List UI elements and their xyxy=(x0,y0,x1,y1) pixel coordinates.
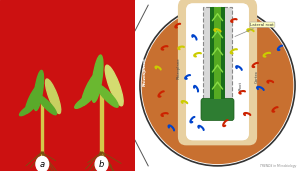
Circle shape xyxy=(36,156,49,171)
Ellipse shape xyxy=(34,70,43,110)
Text: Rhizoplane: Rhizoplane xyxy=(177,58,181,79)
Circle shape xyxy=(142,7,293,164)
Bar xyxy=(203,7,232,103)
Text: a: a xyxy=(40,160,45,169)
Bar xyxy=(210,7,225,99)
Text: Lateral root: Lateral root xyxy=(235,23,274,37)
Text: Root: Root xyxy=(238,81,243,90)
Ellipse shape xyxy=(75,93,94,108)
Ellipse shape xyxy=(46,79,61,114)
Text: Cortex: Cortex xyxy=(254,70,258,83)
Text: b: b xyxy=(99,160,104,169)
Circle shape xyxy=(95,156,108,171)
FancyBboxPatch shape xyxy=(186,3,249,140)
FancyBboxPatch shape xyxy=(186,3,249,140)
Bar xyxy=(100,89,103,157)
Circle shape xyxy=(140,5,295,166)
Bar xyxy=(41,99,43,157)
FancyBboxPatch shape xyxy=(178,0,257,145)
Ellipse shape xyxy=(96,84,118,107)
Ellipse shape xyxy=(92,55,103,102)
FancyBboxPatch shape xyxy=(201,98,234,121)
Text: TRENDS in Microbiology: TRENDS in Microbiology xyxy=(260,164,297,168)
Ellipse shape xyxy=(82,73,99,105)
Text: Rhizosphere: Rhizosphere xyxy=(143,57,147,86)
Ellipse shape xyxy=(38,95,56,115)
Bar xyxy=(214,7,221,99)
Ellipse shape xyxy=(20,103,36,116)
Ellipse shape xyxy=(105,65,123,106)
Ellipse shape xyxy=(26,85,40,113)
